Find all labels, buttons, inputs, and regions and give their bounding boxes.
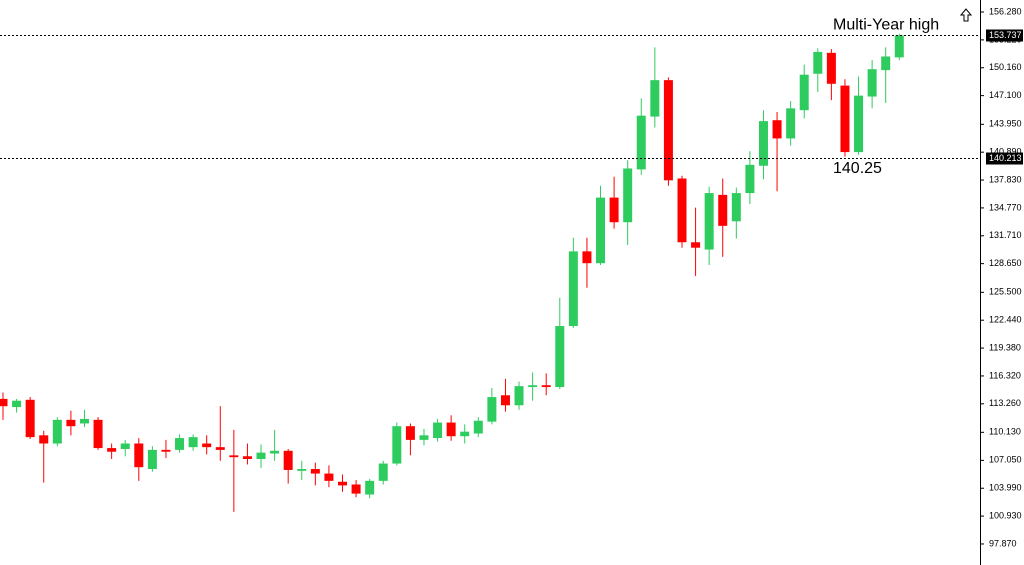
y-tick-label: 97.870 xyxy=(989,538,1017,548)
candle-body xyxy=(283,450,293,470)
candle-body xyxy=(202,443,212,448)
annotation: Multi-Year high xyxy=(833,16,939,33)
annotation: 140.25 xyxy=(833,160,882,177)
y-tick-label: 150.160 xyxy=(989,62,1022,72)
candle-body xyxy=(650,80,660,117)
price-label-box xyxy=(986,29,1023,42)
candle-body xyxy=(310,469,320,474)
candle-body xyxy=(405,426,415,440)
candle-body xyxy=(392,426,402,464)
y-tick-label: 134.770 xyxy=(989,202,1022,212)
y-tick-label: 116.320 xyxy=(989,370,1021,380)
y-tick-label: 122.440 xyxy=(989,315,1022,325)
candle-body xyxy=(894,35,904,58)
candle-body xyxy=(840,85,850,153)
candle-body xyxy=(677,178,687,243)
candle-body xyxy=(813,51,823,74)
y-tick-label: 113.260 xyxy=(989,398,1021,408)
candle-body xyxy=(188,437,198,448)
y-tick-label: 103.990 xyxy=(989,483,1022,493)
candle-body xyxy=(582,251,592,264)
y-tick-label: 156.280 xyxy=(989,6,1022,16)
candle-body xyxy=(0,398,8,407)
y-tick-label: 125.500 xyxy=(989,287,1022,297)
candle-body xyxy=(854,95,864,153)
candle-body xyxy=(175,438,185,450)
candle-body xyxy=(79,418,89,424)
candle-body xyxy=(297,469,307,471)
candle-body xyxy=(66,419,76,427)
y-tick-label: 110.130 xyxy=(989,427,1021,437)
candle-body xyxy=(596,197,606,264)
candle-body xyxy=(718,194,728,226)
candle-body xyxy=(161,449,171,452)
candle-body xyxy=(120,443,130,449)
y-tick-label: 128.650 xyxy=(989,258,1022,268)
candle-body xyxy=(107,448,117,452)
candle-body xyxy=(134,443,144,468)
y-tick-label: 140.890 xyxy=(989,147,1022,157)
candle-body xyxy=(786,108,796,139)
candle-body xyxy=(270,450,280,454)
candle-body xyxy=(365,480,375,495)
candle-body xyxy=(242,456,252,459)
y-tick-label: 143.950 xyxy=(989,119,1022,129)
y-tick-label: 119.380 xyxy=(989,342,1021,352)
candle-body xyxy=(446,422,456,437)
price-label: 153.737 xyxy=(989,30,1022,40)
candle-body xyxy=(473,420,483,434)
y-tick-label: 147.100 xyxy=(989,90,1022,100)
price-label-box xyxy=(986,152,1023,165)
candle-body xyxy=(39,435,49,444)
candle-body xyxy=(555,326,565,388)
candle-body xyxy=(215,447,225,450)
candle-body xyxy=(758,121,768,166)
candle-body xyxy=(147,449,157,470)
candle-body xyxy=(568,251,578,327)
y-tick-label: 107.050 xyxy=(989,455,1022,465)
candle-body xyxy=(514,386,524,406)
candle-body xyxy=(867,69,877,97)
candle-body xyxy=(609,197,619,223)
candle-body xyxy=(731,193,741,222)
candle-body xyxy=(338,481,347,486)
candle-body xyxy=(52,419,62,444)
candle-body xyxy=(826,52,836,84)
candle-body xyxy=(460,431,470,437)
candle-body xyxy=(772,120,782,139)
y-tick-label: 100.930 xyxy=(989,510,1022,520)
candle-body xyxy=(487,397,497,422)
candle-body xyxy=(745,164,755,194)
candle-body xyxy=(881,56,891,71)
candle-body xyxy=(623,168,633,223)
y-tick-label: 137.830 xyxy=(989,174,1022,184)
candle-body xyxy=(25,399,35,438)
up-arrow-icon xyxy=(959,8,973,22)
candle-body xyxy=(433,422,443,439)
candle-body xyxy=(691,242,701,248)
candle-body xyxy=(541,385,551,388)
price-label: 140.213 xyxy=(989,153,1022,163)
candle-body xyxy=(351,484,361,494)
candle-body xyxy=(93,419,103,449)
candle-body xyxy=(324,473,334,481)
candle-body xyxy=(500,395,510,406)
candle-body xyxy=(636,115,646,170)
candle-body xyxy=(419,435,429,440)
candle-body xyxy=(229,455,239,458)
candle-body xyxy=(378,463,388,481)
candle-body xyxy=(256,452,266,459)
candle-body xyxy=(12,400,22,408)
candle-body xyxy=(528,385,538,388)
candle-body xyxy=(704,193,714,250)
candle-body xyxy=(799,74,809,111)
y-tick-label: 131.710 xyxy=(989,230,1022,240)
candle-body xyxy=(663,80,673,181)
